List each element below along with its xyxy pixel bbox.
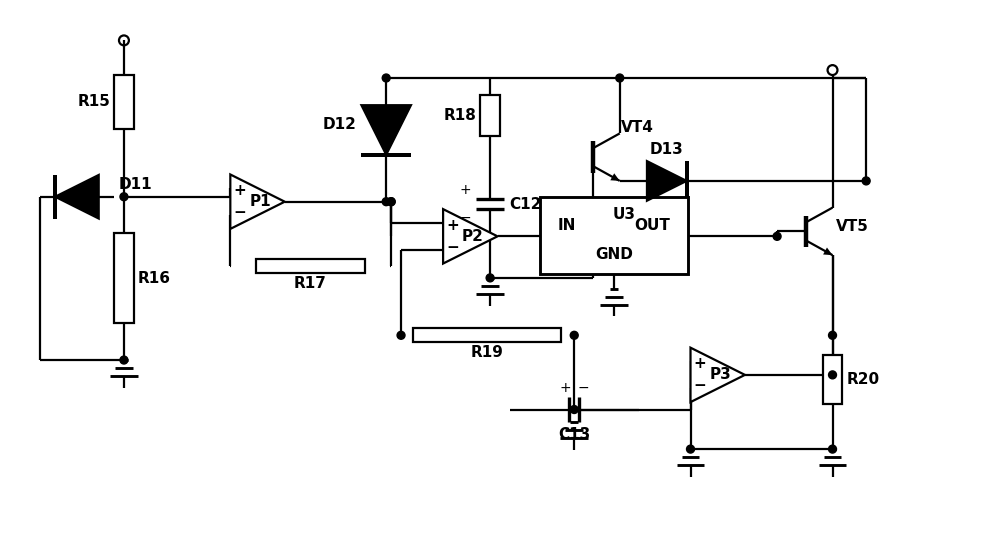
Text: +: +: [693, 356, 706, 371]
Text: R18: R18: [443, 108, 476, 123]
Polygon shape: [823, 248, 833, 255]
Circle shape: [120, 356, 128, 364]
Text: P3: P3: [710, 367, 731, 382]
Text: R15: R15: [77, 94, 110, 109]
Polygon shape: [647, 161, 687, 200]
Text: +: +: [233, 183, 246, 198]
Polygon shape: [443, 209, 498, 264]
Circle shape: [387, 198, 395, 206]
Text: OUT: OUT: [634, 218, 670, 233]
Text: +: +: [460, 183, 471, 197]
Circle shape: [570, 406, 578, 413]
Text: D13: D13: [650, 142, 684, 157]
Circle shape: [387, 198, 395, 206]
Bar: [540, 197, 688, 274]
Text: U3: U3: [612, 207, 635, 222]
Text: R16: R16: [138, 271, 171, 286]
Polygon shape: [230, 175, 285, 229]
Text: −: −: [460, 211, 471, 225]
Text: VT4: VT4: [621, 120, 654, 135]
Circle shape: [486, 274, 494, 282]
Text: −: −: [233, 205, 246, 220]
Text: D11: D11: [119, 177, 153, 192]
Polygon shape: [691, 348, 745, 402]
Text: −: −: [446, 240, 459, 255]
Bar: [413, 329, 561, 342]
Text: D12: D12: [323, 117, 357, 132]
Circle shape: [862, 177, 870, 185]
Text: VT5: VT5: [836, 219, 869, 234]
Text: −: −: [693, 378, 706, 393]
Text: GND: GND: [595, 247, 633, 262]
Text: R19: R19: [471, 345, 504, 360]
Text: IN: IN: [557, 218, 576, 233]
Text: +: +: [446, 218, 459, 233]
Circle shape: [616, 74, 624, 82]
Circle shape: [382, 74, 390, 82]
Bar: [823, 355, 842, 404]
Polygon shape: [610, 173, 620, 181]
Circle shape: [773, 233, 781, 240]
Circle shape: [570, 331, 578, 339]
Circle shape: [397, 331, 405, 339]
Text: C12: C12: [509, 197, 541, 212]
Text: +: +: [560, 381, 571, 394]
Bar: [480, 95, 500, 136]
Circle shape: [382, 198, 390, 206]
Circle shape: [120, 193, 128, 200]
Polygon shape: [55, 175, 99, 219]
Circle shape: [829, 445, 836, 453]
Text: −: −: [577, 381, 589, 394]
Circle shape: [829, 331, 836, 339]
Polygon shape: [361, 105, 411, 155]
Text: R17: R17: [294, 276, 327, 291]
Text: P1: P1: [249, 194, 271, 209]
Circle shape: [687, 445, 694, 453]
Text: P2: P2: [462, 229, 484, 244]
Bar: [114, 75, 134, 129]
Text: R20: R20: [846, 373, 879, 388]
Bar: [114, 234, 134, 323]
Text: C13: C13: [558, 427, 590, 442]
Bar: [256, 259, 365, 273]
Circle shape: [829, 371, 836, 379]
